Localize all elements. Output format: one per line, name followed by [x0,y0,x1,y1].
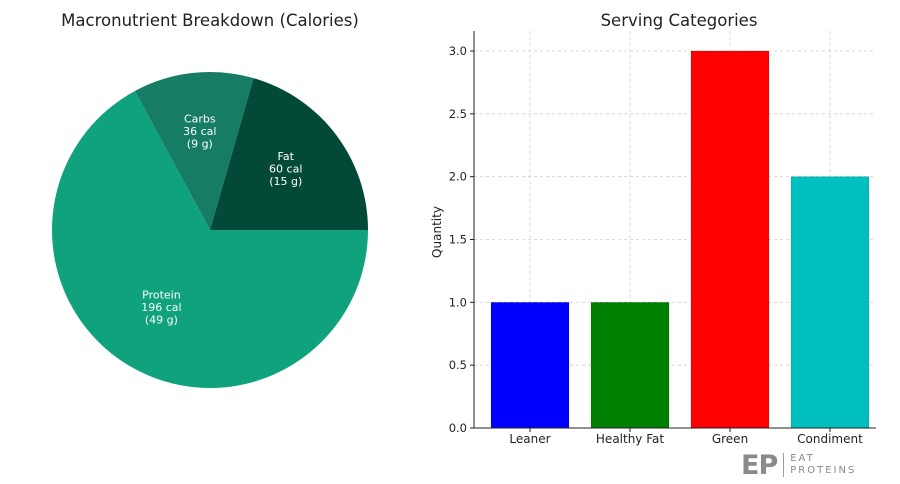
logo-line-2: PROTEINS [790,465,857,476]
bar-chart: Serving Categories 0.0 0.5 1.0 1.5 2.0 2.5 3.0… [430,11,876,446]
bar-healthy-fat [590,301,670,429]
pie-slices [52,72,368,388]
pie-label-protein: Protein 196 cal (49 g) [141,288,181,326]
y-tick-label: 3.0 [449,44,467,58]
x-tick-label: Leaner [509,432,550,446]
bar-series [490,50,870,429]
pie-slice-carbs [134,72,254,231]
y-tick-label: 2.5 [449,107,467,121]
y-tick-labels: 0.0 0.5 1.0 1.5 2.0 2.5 3.0 [449,44,467,435]
logo-mark: EP [741,449,778,481]
x-tick-label: Condiment [797,432,863,446]
bar-green [690,50,770,429]
pie-title: Macronutrient Breakdown (Calories) [61,11,359,30]
x-tick-label: Green [712,432,748,446]
pie-labels: Protein 196 cal (49 g) Carbs 36 cal (9 g) Fat 6… [141,113,302,327]
pie-label-fat: Fat 60 cal (15 g) [269,150,302,188]
y-tick-label: 0.0 [449,421,467,435]
logo-wordmark: EAT PROTEINS [790,453,856,477]
bar-axes [470,31,876,432]
x-tick-labels: Leaner Healthy Fat Green Condiment [509,432,863,446]
y-tick-label: 2.0 [449,170,467,184]
logo-line-1: EAT [790,453,815,464]
y-tick-label: 1.5 [449,233,467,247]
pie-slice-protein [52,90,368,388]
logo-divider [783,453,785,477]
x-tick-label: Healthy Fat [596,432,664,446]
eat-proteins-logo: EP EAT PROTEINS [741,449,856,481]
pie-slice-fat [210,78,368,230]
y-tick-label: 0.5 [449,358,467,372]
y-tick-label: 1.0 [449,295,467,309]
bar-condiment [790,176,870,429]
bar-title: Serving Categories [601,11,758,30]
y-axis-label: Quantity [430,206,444,258]
pie-label-carbs: Carbs 36 cal (9 g) [183,113,216,151]
pie-chart: Macronutrient Breakdown (Calories) Prote… [52,11,368,388]
bar-leaner [490,301,570,429]
